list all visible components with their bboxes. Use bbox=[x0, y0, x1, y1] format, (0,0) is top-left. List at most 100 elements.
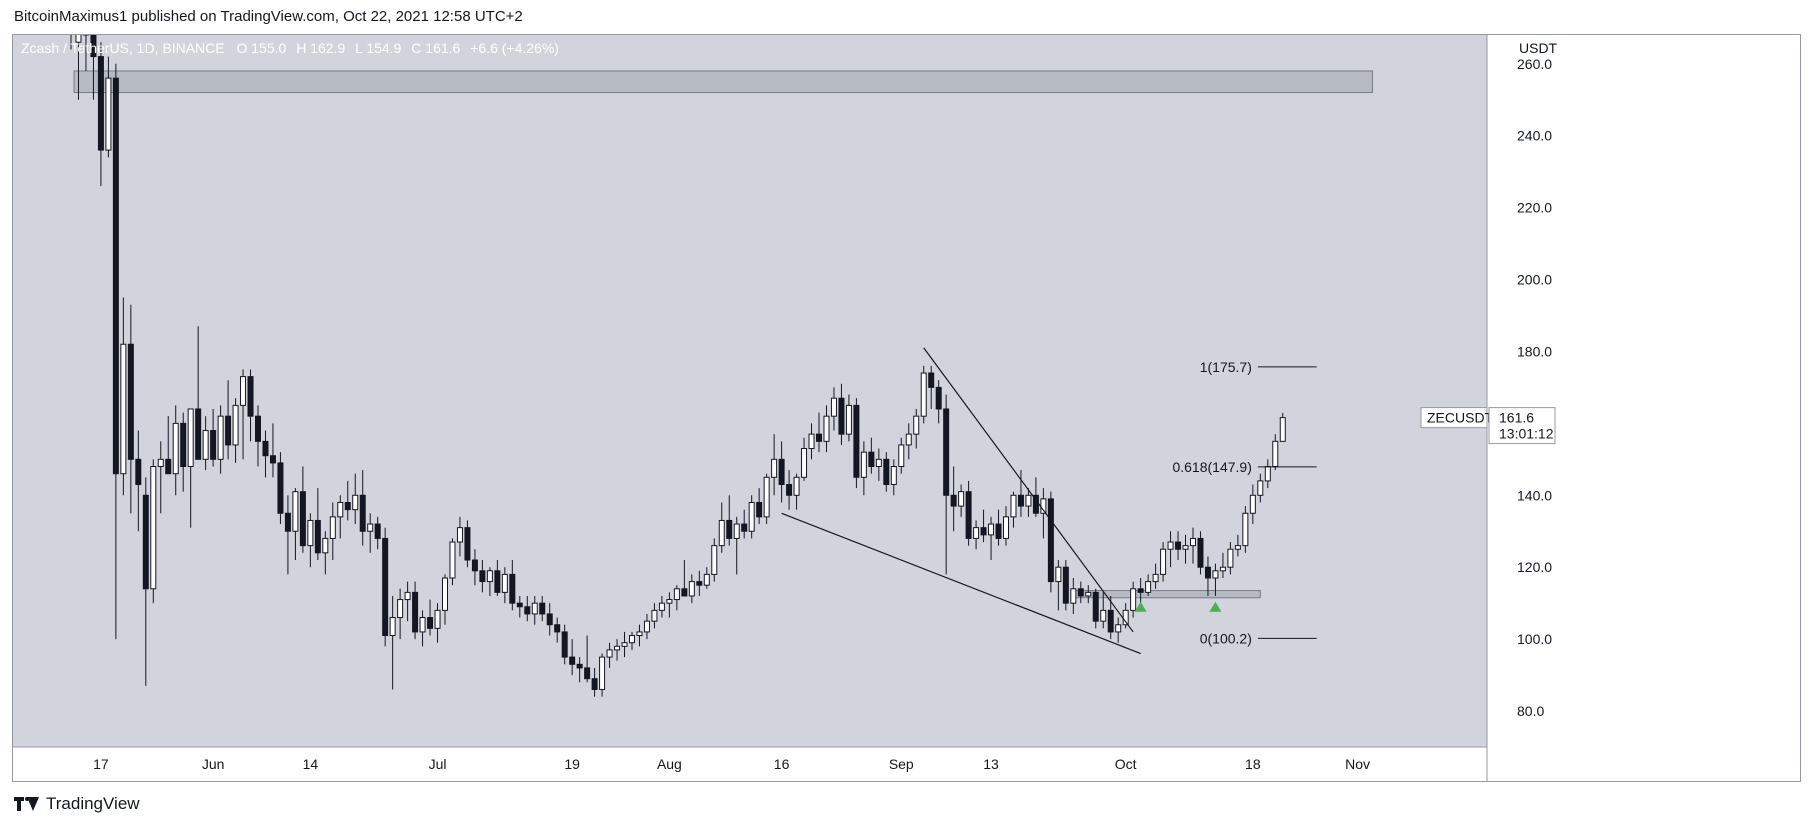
candle-body bbox=[269, 455, 276, 464]
candle-body bbox=[284, 512, 291, 532]
candle bbox=[1167, 531, 1174, 568]
candle bbox=[1279, 412, 1286, 442]
candle-body bbox=[1257, 480, 1264, 496]
candle bbox=[1182, 534, 1189, 564]
candle bbox=[299, 466, 306, 553]
tradingview-brand[interactable]: TradingView bbox=[14, 794, 140, 814]
candle bbox=[1197, 531, 1204, 575]
candle-body bbox=[419, 617, 426, 633]
fib-levels-layer: 1(175.7) 0.618(147.9) 0(100.2) bbox=[1172, 359, 1317, 646]
candle-body bbox=[97, 56, 104, 151]
price-tick-label: 260.0 bbox=[1517, 56, 1552, 72]
candle bbox=[980, 509, 987, 543]
candle-body bbox=[120, 343, 127, 475]
candle bbox=[359, 470, 366, 546]
candle-body bbox=[90, 35, 97, 58]
candle-body bbox=[1279, 417, 1286, 442]
candle bbox=[943, 394, 950, 575]
candle-body bbox=[427, 617, 434, 629]
candle bbox=[763, 473, 770, 525]
candle-body bbox=[599, 656, 606, 690]
candle-body bbox=[1160, 548, 1167, 575]
candle bbox=[142, 477, 149, 686]
candle-body bbox=[950, 494, 957, 507]
price-tick-label: 220.0 bbox=[1517, 200, 1552, 216]
candle bbox=[449, 538, 456, 586]
support-zone bbox=[1072, 590, 1261, 599]
candle bbox=[801, 437, 808, 481]
price-label-value-bg bbox=[1488, 407, 1556, 445]
candle bbox=[531, 595, 538, 625]
candle-body bbox=[434, 609, 441, 629]
candle-body bbox=[142, 494, 149, 590]
candle-body bbox=[845, 404, 852, 435]
symbol-legend: Zcash / TetherUS, 1D, BINANCE O 155.0 H … bbox=[21, 40, 559, 56]
candle bbox=[1130, 581, 1137, 618]
candle-body bbox=[733, 523, 740, 539]
candle-body bbox=[471, 559, 478, 572]
candle bbox=[479, 560, 486, 593]
candle bbox=[1204, 556, 1211, 596]
candle-body bbox=[337, 501, 344, 518]
candle-body bbox=[501, 573, 508, 593]
candle-body bbox=[1249, 494, 1256, 514]
candle-body bbox=[524, 606, 531, 615]
candle bbox=[352, 473, 359, 525]
time-tick-label: 17 bbox=[93, 756, 109, 772]
candle-body bbox=[509, 573, 516, 604]
candle-body bbox=[539, 602, 546, 615]
candle bbox=[696, 570, 703, 596]
candle-body bbox=[1085, 591, 1092, 597]
candle bbox=[1219, 552, 1226, 578]
candle bbox=[112, 63, 119, 640]
time-tick-label: 13 bbox=[983, 756, 999, 772]
candle bbox=[808, 423, 815, 460]
price-label-value: 161.6 bbox=[1499, 410, 1534, 426]
candle bbox=[434, 603, 441, 643]
candle bbox=[1152, 563, 1159, 589]
candle bbox=[307, 513, 314, 568]
candle-body bbox=[726, 519, 733, 539]
candle-body bbox=[853, 404, 860, 478]
candle bbox=[771, 434, 778, 496]
candle bbox=[1062, 560, 1069, 611]
candle-body bbox=[591, 678, 598, 690]
candle bbox=[950, 466, 957, 532]
candle-body bbox=[741, 523, 748, 532]
candle bbox=[456, 516, 463, 557]
candle-body bbox=[352, 494, 359, 511]
candle-body bbox=[763, 476, 770, 518]
candle bbox=[1025, 488, 1032, 517]
candle-body bbox=[1182, 545, 1189, 550]
time-tick-label: 19 bbox=[564, 756, 580, 772]
candle-body bbox=[778, 458, 785, 485]
candle bbox=[778, 441, 785, 503]
candle-body bbox=[382, 537, 389, 637]
candle bbox=[157, 441, 164, 514]
candle bbox=[524, 595, 531, 622]
candle bbox=[97, 42, 104, 187]
candle bbox=[599, 653, 606, 697]
time-tick-label: Jul bbox=[429, 756, 447, 772]
candle bbox=[165, 416, 172, 475]
candle-body bbox=[367, 523, 374, 532]
candlestick-chart[interactable]: 1(175.7) 0.618(147.9) 0(100.2) 260.0 240.0 2… bbox=[13, 35, 1800, 781]
candle bbox=[845, 394, 852, 442]
candle-body bbox=[943, 408, 950, 496]
change-value: +6.6 (+4.26%) bbox=[470, 40, 559, 56]
price-label-symbol: ZECUSDT bbox=[1427, 410, 1494, 426]
candles-layer bbox=[70, 35, 1286, 697]
chart-frame[interactable]: 1(175.7) 0.618(147.9) 0(100.2) 260.0 240.0 2… bbox=[12, 34, 1801, 782]
candle-body bbox=[277, 462, 284, 514]
candle bbox=[875, 448, 882, 481]
candle-body bbox=[1100, 609, 1107, 622]
low-label: L bbox=[355, 40, 363, 56]
candle-body bbox=[546, 613, 553, 626]
candle bbox=[172, 405, 179, 496]
candle-body bbox=[860, 451, 867, 478]
time-tick-label: Oct bbox=[1115, 756, 1137, 772]
candle-body bbox=[793, 476, 800, 496]
candle-body bbox=[516, 602, 523, 608]
open-label: O bbox=[236, 40, 247, 56]
candle-body bbox=[1272, 440, 1279, 468]
